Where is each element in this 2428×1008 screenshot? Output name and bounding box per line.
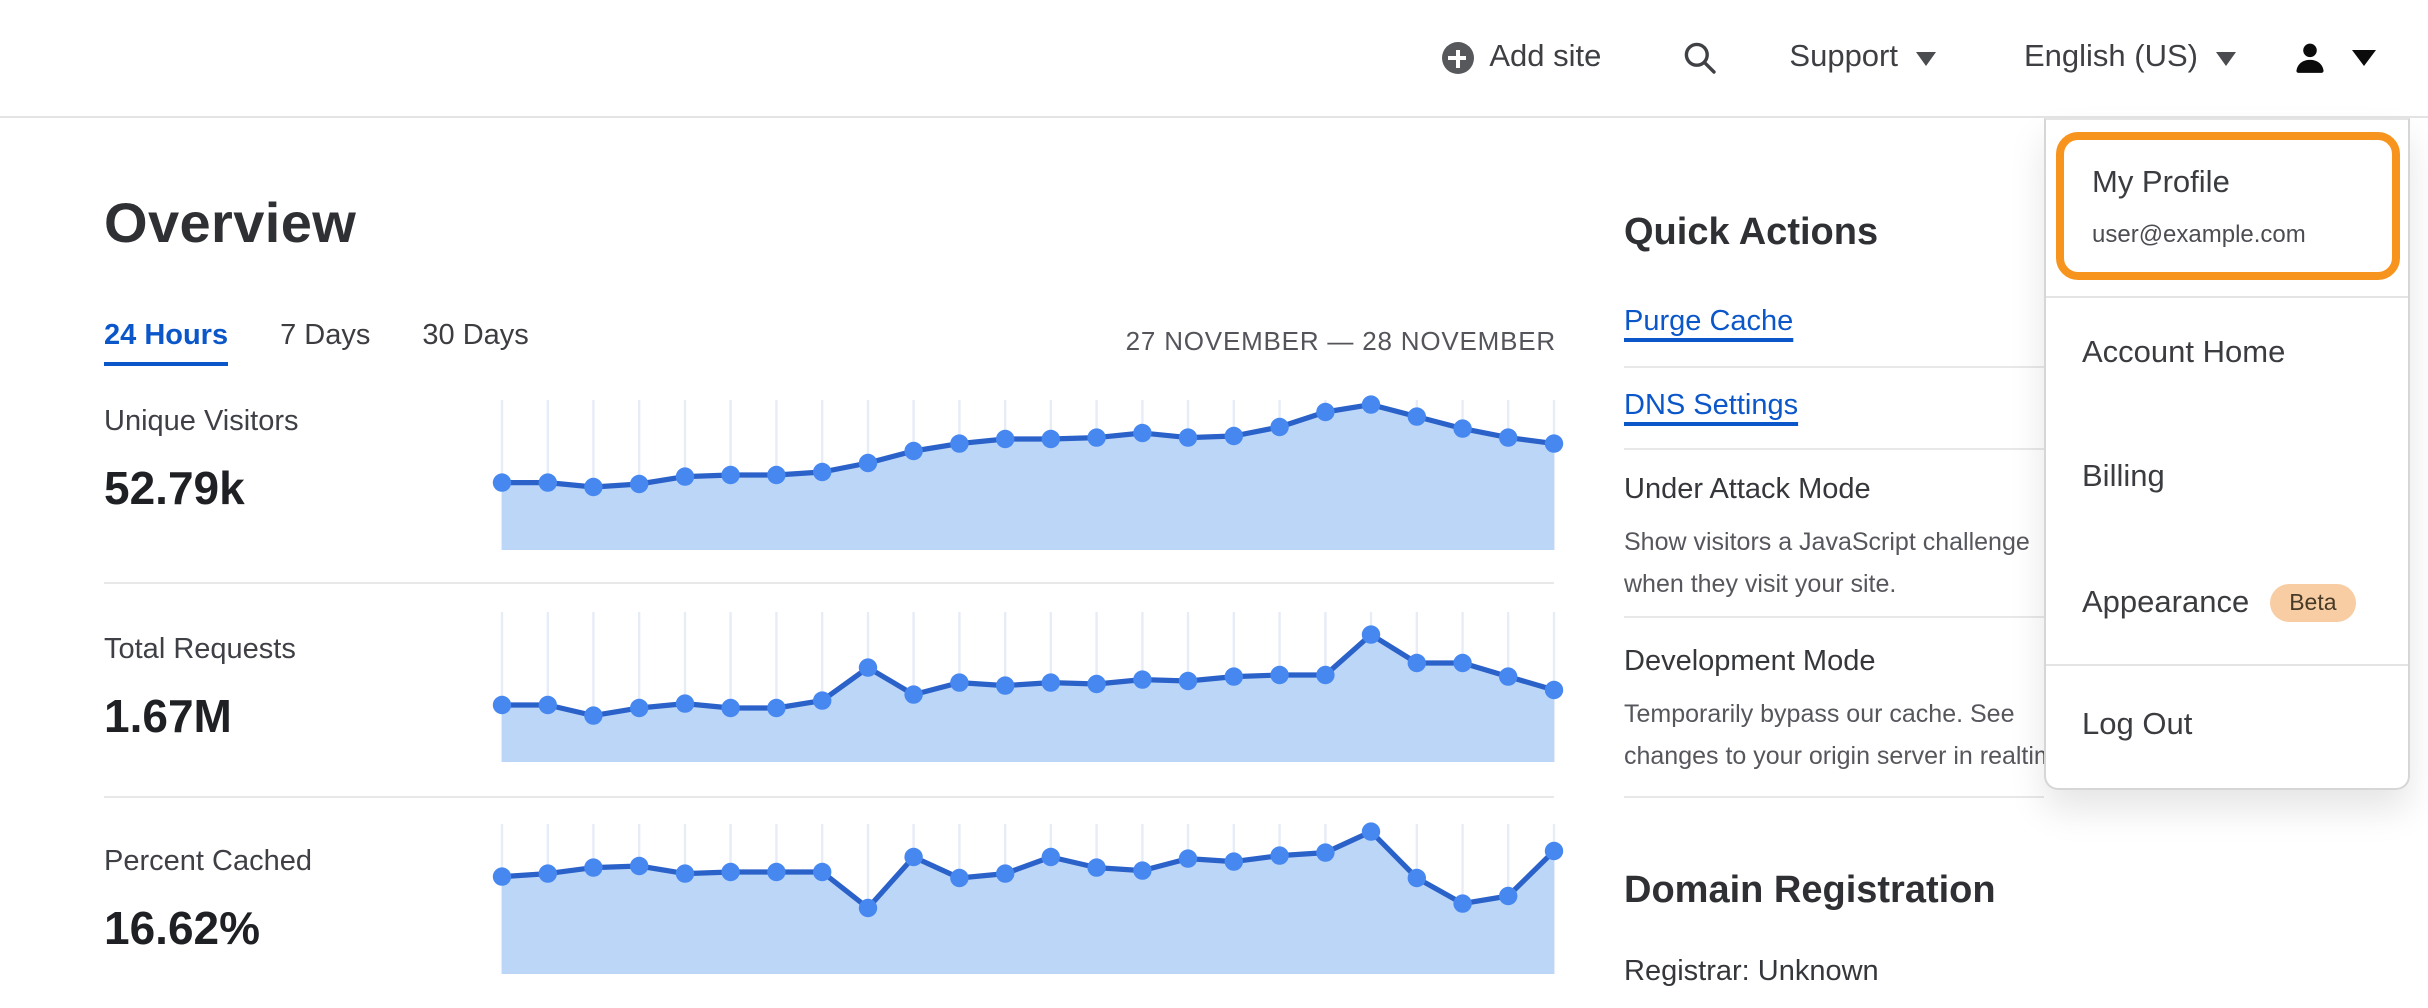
profile-email: user@example.com	[2092, 220, 2306, 248]
chevron-down-icon	[2216, 51, 2236, 65]
total-requests-chart	[492, 612, 1564, 762]
tab-30-days[interactable]: 30 Days	[422, 320, 529, 352]
language-label: English (US)	[2024, 40, 2198, 74]
registrar-value: Registrar: Unknown	[1624, 956, 1879, 988]
divider	[2046, 664, 2408, 666]
top-nav: Add site Support English (US)	[0, 0, 2428, 118]
log-out-menu-item[interactable]: Log Out	[2082, 708, 2193, 742]
divider	[1624, 448, 2044, 450]
stat-label-unique-visitors: Unique Visitors	[104, 406, 299, 438]
beta-badge: Beta	[2269, 584, 2357, 622]
tab-24-hours[interactable]: 24 Hours	[104, 320, 229, 366]
percent-cached-chart	[492, 822, 1564, 974]
user-icon	[2296, 43, 2324, 73]
stat-label-percent-cached: Percent Cached	[104, 846, 312, 878]
dns-settings-link[interactable]: DNS Settings	[1624, 390, 1799, 422]
stat-value-unique-visitors: 52.79k	[104, 462, 245, 514]
account-home-menu-item[interactable]: Account Home	[2082, 336, 2286, 370]
language-menu[interactable]: English (US)	[2024, 40, 2236, 76]
development-mode-description: Temporarily bypass our cache. See change…	[1624, 700, 2076, 769]
support-label: Support	[1789, 40, 1898, 74]
add-site-button[interactable]: Add site	[1441, 40, 1601, 76]
divider	[2046, 296, 2408, 298]
divider	[104, 796, 1554, 798]
search-button[interactable]	[1681, 40, 1717, 76]
page-title: Overview	[104, 192, 357, 254]
domain-registration-title: Domain Registration	[1624, 870, 1996, 912]
unique-visitors-chart	[492, 395, 1564, 550]
stat-label-total-requests: Total Requests	[104, 634, 296, 666]
divider	[1624, 366, 2044, 368]
my-profile-label: My Profile	[2092, 166, 2230, 200]
under-attack-mode-label: Under Attack Mode	[1624, 474, 1871, 506]
divider	[1624, 796, 2044, 798]
account-dropdown-menu: My Profile user@example.com Account Home…	[2044, 118, 2410, 790]
search-icon	[1684, 42, 1716, 74]
appearance-menu-item[interactable]: Appearance Beta	[2082, 584, 2357, 622]
add-site-label: Add site	[1489, 40, 1602, 74]
quick-actions-title: Quick Actions	[1624, 212, 1879, 254]
chevron-down-icon	[2352, 50, 2376, 66]
tab-7-days[interactable]: 7 Days	[280, 320, 371, 352]
account-menu-button[interactable]	[2292, 40, 2376, 76]
divider	[104, 582, 1554, 584]
purge-cache-link[interactable]: Purge Cache	[1624, 306, 1794, 338]
stat-value-percent-cached: 16.62%	[104, 902, 261, 954]
chevron-down-icon	[1916, 51, 1936, 65]
billing-menu-item[interactable]: Billing	[2082, 460, 2165, 494]
development-mode-label: Development Mode	[1624, 646, 1876, 678]
plus-circle-icon	[1441, 42, 1474, 74]
stat-value-total-requests: 1.67M	[104, 690, 232, 742]
divider	[1624, 616, 2044, 618]
support-menu[interactable]: Support	[1789, 40, 1936, 76]
time-range-tabs: 24 Hours 7 Days 30 Days	[104, 320, 529, 366]
date-range-label: 27 NOVEMBER — 28 NOVEMBER	[1125, 326, 1556, 356]
under-attack-mode-description: Show visitors a JavaScript challenge whe…	[1624, 528, 2030, 597]
appearance-label: Appearance	[2082, 585, 2250, 619]
my-profile-menu-item[interactable]: My Profile user@example.com	[2056, 132, 2400, 280]
